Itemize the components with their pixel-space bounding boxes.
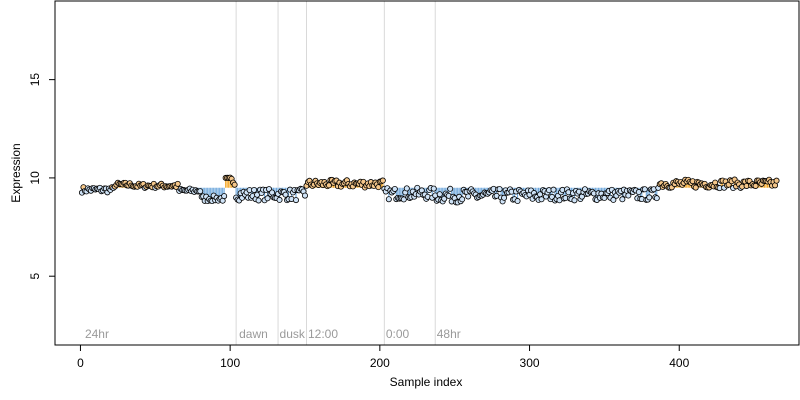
data-point	[379, 177, 386, 184]
data-point	[752, 182, 759, 189]
data-point	[514, 198, 521, 205]
data-point	[571, 197, 578, 204]
phase-label: 12:00	[308, 327, 338, 341]
x-tick-label: 200	[370, 356, 390, 370]
separator-lines	[235, 1, 436, 345]
data-point	[641, 186, 648, 193]
phase-label: 48hr	[437, 327, 461, 341]
phase-label: dawn	[239, 327, 268, 341]
data-points	[78, 174, 780, 206]
data-point	[692, 184, 699, 191]
y-tick-label: 15	[28, 73, 42, 87]
plot-frame	[54, 0, 800, 346]
x-axis-label: Sample index	[390, 375, 463, 389]
data-point	[403, 185, 410, 192]
x-tick-label: 400	[669, 356, 689, 370]
data-point	[430, 185, 437, 192]
phase-label: 24hr	[85, 327, 109, 341]
data-point	[276, 196, 283, 203]
data-point	[436, 191, 443, 198]
y-axis: 5 10 15	[28, 73, 56, 280]
phase-label: dusk	[280, 327, 306, 341]
x-tick-label: 0	[77, 356, 84, 370]
data-point	[255, 197, 262, 204]
data-point	[646, 194, 653, 201]
data-point	[325, 182, 332, 189]
data-point	[610, 196, 617, 203]
data-point	[447, 185, 454, 192]
phase-annotations: 24hr dawn dusk 12:00 0:00 48hr	[85, 327, 461, 341]
data-point	[293, 197, 300, 204]
data-point	[501, 194, 508, 201]
data-point	[231, 181, 238, 188]
data-point	[550, 186, 557, 193]
data-point	[635, 189, 642, 196]
data-point	[385, 196, 392, 203]
data-point	[653, 195, 660, 202]
data-point	[459, 196, 466, 203]
data-point	[619, 196, 626, 203]
x-tick-label: 100	[220, 356, 240, 370]
data-point	[375, 184, 382, 191]
data-point	[174, 180, 181, 187]
x-tick-label: 300	[520, 356, 540, 370]
data-point	[251, 186, 258, 193]
data-point	[465, 193, 472, 200]
y-tick-label: 10	[28, 171, 42, 185]
data-point	[301, 192, 308, 199]
data-point	[197, 188, 204, 195]
data-point	[269, 189, 276, 196]
phase-label: 0:00	[386, 327, 410, 341]
data-point	[414, 184, 421, 191]
y-axis-label: Expression	[9, 143, 23, 202]
data-point	[264, 195, 271, 202]
data-point	[538, 196, 545, 203]
data-point	[391, 185, 398, 192]
data-point	[773, 177, 780, 184]
data-point	[496, 186, 503, 193]
data-point	[221, 193, 228, 200]
data-point	[282, 191, 289, 198]
data-point	[625, 192, 632, 199]
y-tick-label: 5	[28, 273, 42, 280]
x-axis: 0 100 200 300 400	[77, 344, 690, 370]
